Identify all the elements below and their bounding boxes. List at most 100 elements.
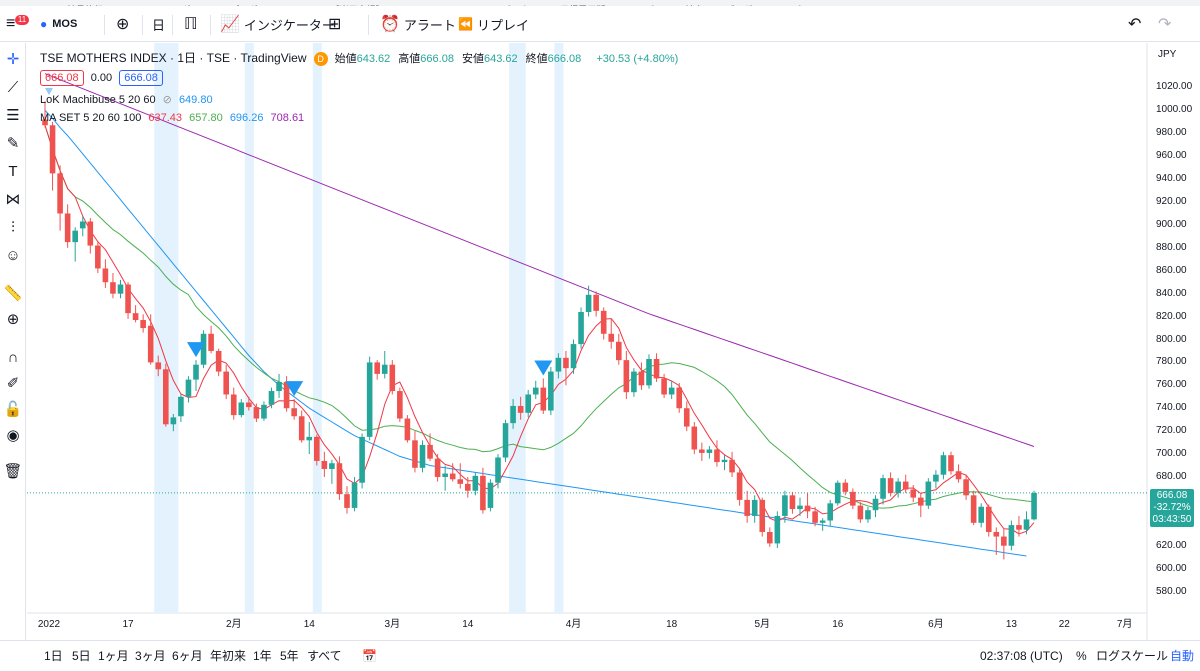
price-tick: 960.00 (1156, 150, 1187, 162)
crosshair-icon[interactable]: ✛ (6, 51, 20, 68)
chart-pane[interactable]: 2022 17 2月 14 3月 14 4月 18 5月 16 6月 13 22 7月 TSE MOTHE… (27, 43, 1200, 640)
alert-button[interactable]: ⏰ アラート (380, 6, 456, 42)
menu-button[interactable]: ≡ (6, 6, 15, 42)
candle-body (683, 408, 690, 427)
undo-button[interactable]: ↶ (1128, 6, 1141, 42)
candle-body (699, 449, 705, 453)
current-price-label: 666.08 -32.72% 03:43:50 (1150, 489, 1194, 527)
chart-type-button[interactable]: ℿ (184, 6, 198, 42)
layout-grid-button[interactable]: ⊞ (328, 6, 341, 42)
candle-body (661, 378, 667, 395)
candle-body (366, 362, 373, 437)
price-tick: 980.00 (1156, 127, 1187, 139)
candle-body (631, 371, 637, 393)
candle-body (548, 371, 554, 411)
candle-body (540, 387, 547, 411)
candle-body (163, 369, 169, 425)
brush-icon[interactable]: ✎ (6, 135, 20, 152)
candle-body (804, 505, 811, 512)
indicator1-legend[interactable]: LoK Machibuse 5 20 60 ⊘ 649.80 (40, 93, 217, 106)
compare-button[interactable]: ⊕ (116, 6, 129, 42)
candle-body (1023, 519, 1030, 530)
interval-button[interactable]: 日 (152, 6, 165, 42)
emoji-icon[interactable]: ☺ (5, 247, 21, 264)
candle-body (691, 426, 698, 450)
candle-body (261, 404, 267, 419)
trendline-icon[interactable]: ⟋ (7, 79, 19, 96)
candle-body (449, 473, 456, 480)
candle-body (298, 416, 305, 441)
zoom-in-icon[interactable]: ⊕ (6, 311, 20, 328)
session-highlight (312, 43, 322, 613)
candle-body (381, 364, 388, 374)
indicator1-value: 649.80 (178, 94, 213, 106)
ohlc-values: 始値643.62 高値666.08 安値643.62 終値666.08 (335, 53, 590, 65)
candle-body (374, 362, 380, 374)
candle-body (940, 455, 947, 475)
candle-body (895, 481, 901, 494)
candle-body (132, 313, 139, 321)
candle-body (465, 483, 471, 491)
spread-value: 0.00 (90, 72, 113, 84)
candle-body (193, 364, 199, 380)
lock-drawing-icon[interactable]: ✐ (6, 375, 20, 392)
range-button[interactable]: 年初来 (210, 649, 247, 663)
prediction-icon[interactable]: ⫶ (11, 219, 15, 236)
candle-body (329, 463, 335, 469)
price-chart[interactable]: 2022 17 2月 14 3月 14 4月 18 5月 16 6月 13 22 7月 (27, 43, 1200, 640)
range-button[interactable]: すべて (307, 649, 342, 663)
percent-toggle[interactable]: % (1076, 649, 1087, 663)
range-button[interactable]: 1年 (253, 649, 272, 663)
range-button[interactable]: 1ヶ月 (98, 649, 129, 663)
indicator2-legend[interactable]: MA SET 5 20 60 100 637.43 657.80 696.26 … (40, 112, 308, 124)
range-button[interactable]: 6ヶ月 (172, 649, 203, 663)
eye-icon[interactable]: ◉ (6, 427, 20, 444)
symbol-search-button[interactable]: ● MOS (40, 6, 77, 42)
text-icon[interactable]: T (8, 163, 18, 180)
price-tick: 680.00 (1156, 470, 1187, 482)
ma100-line (44, 73, 1035, 447)
price-tick: 800.00 (1156, 333, 1187, 345)
ma20-line (44, 125, 1035, 509)
trash-icon[interactable]: 🗑 (3, 463, 23, 480)
candle-body (902, 481, 909, 490)
candle-body (147, 325, 154, 363)
pattern-icon[interactable]: ⋈ (5, 191, 21, 208)
range-button[interactable]: 1日 (44, 649, 63, 663)
time-tick: 16 (832, 619, 844, 630)
candle-body (948, 455, 954, 472)
price-tick: 940.00 (1156, 173, 1187, 185)
magnet-icon[interactable]: ∩ (7, 349, 19, 366)
range-button[interactable]: 3ヶ月 (135, 649, 166, 663)
candle-body (1031, 493, 1037, 520)
candle-body (215, 350, 222, 372)
redo-button[interactable]: ↷ (1158, 6, 1171, 42)
signal-marker (45, 88, 53, 95)
candle-body (389, 364, 396, 392)
clock-label[interactable]: 02:37:08 (UTC) (980, 649, 1063, 663)
indicators-button[interactable]: 📈 インジケーター (220, 6, 335, 42)
lock-icon[interactable]: 🔓 (3, 401, 23, 418)
replay-button[interactable]: ⏪ リプレイ (458, 6, 529, 42)
range-button[interactable]: 5日 (72, 649, 91, 663)
candle-body (797, 505, 803, 510)
candle-body (585, 294, 592, 313)
auto-scale-toggle[interactable]: 自動 (1170, 649, 1195, 663)
candle-body (782, 495, 788, 516)
redo-icon: ↷ (1158, 16, 1172, 33)
candle-body (95, 245, 101, 269)
candle-body (774, 515, 781, 544)
candle-body (238, 402, 245, 416)
candle-body (721, 459, 728, 463)
horizontal-lines-icon[interactable]: ☰ (6, 107, 20, 124)
log-scale-toggle[interactable]: ログスケール (1096, 649, 1169, 663)
date-range-button[interactable]: 📅 (362, 641, 377, 671)
candle-body (42, 119, 48, 126)
price-tick: 880.00 (1156, 241, 1187, 253)
ruler-icon[interactable]: 📏 (3, 285, 23, 302)
undo-icon: ↶ (1128, 16, 1142, 33)
candle-body (321, 460, 328, 469)
bid-price: 666.08 (40, 70, 84, 86)
candle-body (744, 499, 750, 516)
range-button[interactable]: 5年 (280, 649, 299, 663)
